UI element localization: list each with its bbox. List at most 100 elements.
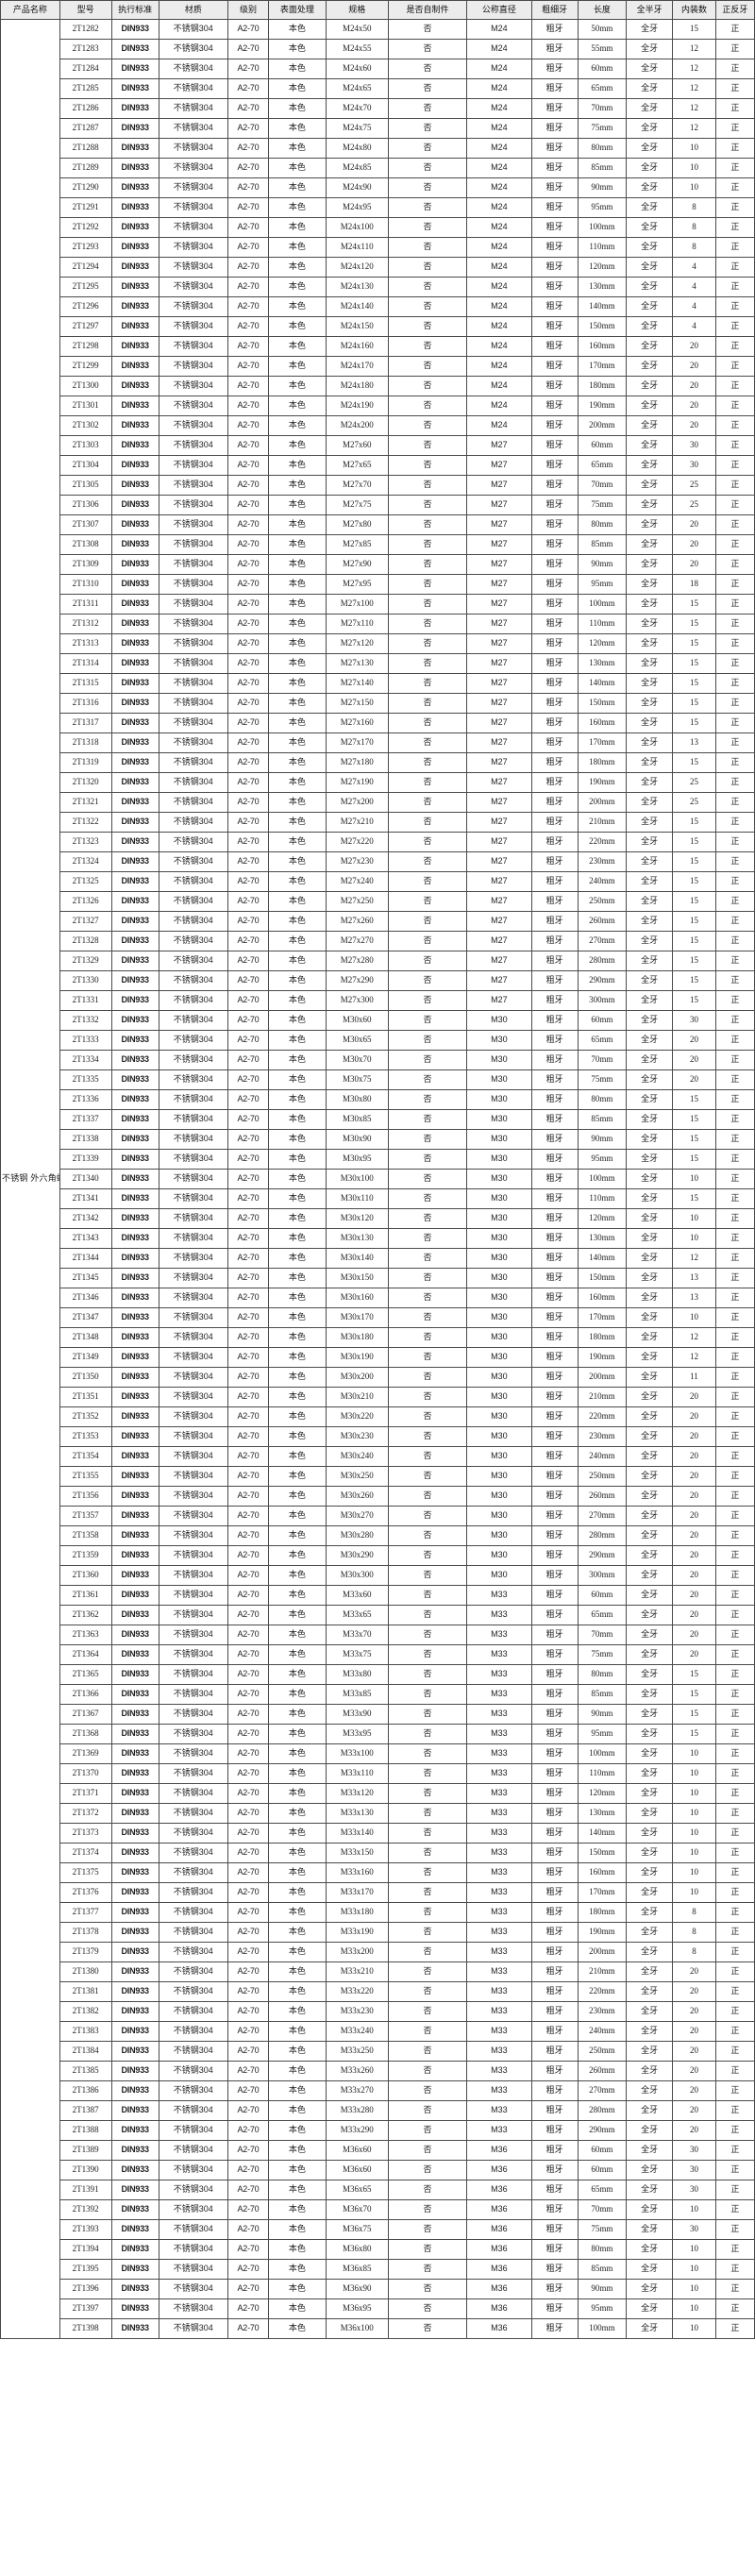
table-row: 2T1382 DIN933 不锈钢304 A2-70 本色 M33x230 否 M33 粗牙 23… xyxy=(1,2001,755,2022)
cell-thread-coverage: 全牙 xyxy=(626,1961,674,1982)
cell-model: 2T1317 xyxy=(59,713,112,733)
cell-pack-quantity: 15 xyxy=(672,19,716,40)
cell-standard: DIN933 xyxy=(110,514,159,535)
cell-nominal-diameter: M30 xyxy=(466,1069,532,1090)
cell-grade: A2-70 xyxy=(226,1228,270,1249)
cell-thread-pitch: 粗牙 xyxy=(530,1585,579,1606)
cell-nominal-diameter: M30 xyxy=(466,1565,532,1586)
cell-thread-direction: 正 xyxy=(714,1922,755,1943)
cell-pack-quantity: 4 xyxy=(672,316,716,337)
cell-length: 140mm xyxy=(577,1248,628,1269)
cell-material: 不锈钢304 xyxy=(158,1288,228,1308)
cell-thread-pitch: 粗牙 xyxy=(530,257,579,278)
cell-model: 2T1323 xyxy=(59,832,112,852)
cell-model: 2T1325 xyxy=(59,871,112,892)
cell-thread-direction: 正 xyxy=(714,1743,755,1764)
cell-grade: A2-70 xyxy=(226,59,270,79)
cell-length: 190mm xyxy=(577,1347,628,1368)
cell-thread-direction: 正 xyxy=(714,257,755,278)
cell-length: 60mm xyxy=(577,435,628,456)
cell-thread-pitch: 粗牙 xyxy=(530,2021,579,2042)
cell-thread-direction: 正 xyxy=(714,732,755,753)
cell-standard: DIN933 xyxy=(110,78,159,99)
cell-thread-direction: 正 xyxy=(714,2140,755,2161)
table-row: 2T1385 DIN933 不锈钢304 A2-70 本色 M33x260 否 M33 粗牙 26… xyxy=(1,2061,755,2081)
cell-nominal-diameter: M30 xyxy=(466,1050,532,1070)
cell-nominal-diameter: M33 xyxy=(466,1743,532,1764)
cell-material: 不锈钢304 xyxy=(158,1922,228,1943)
cell-nominal-diameter: M30 xyxy=(466,1506,532,1526)
cell-thread-pitch: 粗牙 xyxy=(530,1069,579,1090)
cell-thread-coverage: 全牙 xyxy=(626,1486,674,1507)
cell-standard: DIN933 xyxy=(110,1843,159,1863)
cell-model: 2T1287 xyxy=(59,118,112,139)
cell-model: 2T1397 xyxy=(59,2298,112,2319)
cell-pack-quantity: 20 xyxy=(672,1030,716,1051)
cell-model: 2T1330 xyxy=(59,970,112,991)
cell-pack-quantity: 20 xyxy=(672,554,716,575)
cell-grade: A2-70 xyxy=(226,534,270,555)
cell-thread-coverage: 全牙 xyxy=(626,1228,674,1249)
cell-length: 110mm xyxy=(577,237,628,258)
cell-surface-treatment: 本色 xyxy=(268,2080,327,2101)
cell-material: 不锈钢304 xyxy=(158,2041,228,2062)
cell-grade: A2-70 xyxy=(226,970,270,991)
cell-length: 90mm xyxy=(577,177,628,198)
cell-nominal-diameter: M30 xyxy=(466,1446,532,1467)
cell-thread-pitch: 粗牙 xyxy=(530,217,579,238)
cell-standard: DIN933 xyxy=(110,891,159,912)
cell-self-made: 否 xyxy=(387,554,468,575)
cell-pack-quantity: 20 xyxy=(672,376,716,396)
cell-thread-direction: 正 xyxy=(714,197,755,218)
cell-material: 不锈钢304 xyxy=(158,1307,228,1328)
cell-nominal-diameter: M33 xyxy=(466,2061,532,2081)
cell-thread-coverage: 全牙 xyxy=(626,257,674,278)
cell-thread-coverage: 全牙 xyxy=(626,633,674,654)
cell-model: 2T1387 xyxy=(59,2100,112,2121)
cell-pack-quantity: 15 xyxy=(672,911,716,932)
cell-self-made: 否 xyxy=(387,574,468,595)
cell-thread-pitch: 粗牙 xyxy=(530,1803,579,1824)
cell-model: 2T1381 xyxy=(59,1981,112,2002)
cell-nominal-diameter: M30 xyxy=(466,1010,532,1031)
cell-nominal-diameter: M33 xyxy=(466,2001,532,2022)
cell-pack-quantity: 20 xyxy=(672,1981,716,2002)
cell-grade: A2-70 xyxy=(226,1506,270,1526)
cell-nominal-diameter: M27 xyxy=(466,554,532,575)
cell-thread-coverage: 全牙 xyxy=(626,138,674,159)
cell-model: 2T1294 xyxy=(59,257,112,278)
cell-standard: DIN933 xyxy=(110,1069,159,1090)
cell-length: 150mm xyxy=(577,316,628,337)
cell-thread-coverage: 全牙 xyxy=(626,2160,674,2180)
cell-model: 2T1304 xyxy=(59,455,112,476)
cell-pack-quantity: 12 xyxy=(672,59,716,79)
cell-length: 95mm xyxy=(577,1149,628,1170)
cell-self-made: 否 xyxy=(387,851,468,872)
cell-specification: M27x270 xyxy=(325,931,389,951)
cell-thread-pitch: 粗牙 xyxy=(530,614,579,634)
cell-thread-pitch: 粗牙 xyxy=(530,197,579,218)
cell-surface-treatment: 本色 xyxy=(268,78,327,99)
cell-thread-coverage: 全牙 xyxy=(626,1862,674,1883)
cell-length: 200mm xyxy=(577,792,628,813)
cell-thread-coverage: 全牙 xyxy=(626,2140,674,2161)
cell-pack-quantity: 25 xyxy=(672,792,716,813)
cell-thread-coverage: 全牙 xyxy=(626,673,674,694)
cell-standard: DIN933 xyxy=(110,1942,159,1962)
cell-thread-pitch: 粗牙 xyxy=(530,1208,579,1229)
cell-thread-direction: 正 xyxy=(714,415,755,436)
table-row: 2T1376 DIN933 不锈钢304 A2-70 本色 M33x170 否 M33 粗牙 17… xyxy=(1,1882,755,1903)
table-row: 2T1350 DIN933 不锈钢304 A2-70 本色 M30x200 否 M30 粗牙 20… xyxy=(1,1367,755,1388)
cell-material: 不锈钢304 xyxy=(158,1644,228,1665)
cell-self-made: 否 xyxy=(387,1387,468,1407)
cell-model: 2T1282 xyxy=(59,19,112,40)
cell-thread-direction: 正 xyxy=(714,1367,755,1388)
column-header-self-made: 是否自制件 xyxy=(387,0,468,20)
cell-thread-direction: 正 xyxy=(714,1327,755,1348)
cell-self-made: 否 xyxy=(387,792,468,813)
table-row: 2T1306 DIN933 不锈钢304 A2-70 本色 M27x75 否 M27 粗牙 75m… xyxy=(1,495,755,515)
cell-self-made: 否 xyxy=(387,2080,468,2101)
cell-material: 不锈钢304 xyxy=(158,1525,228,1546)
cell-material: 不锈钢304 xyxy=(158,2298,228,2319)
cell-thread-pitch: 粗牙 xyxy=(530,990,579,1011)
